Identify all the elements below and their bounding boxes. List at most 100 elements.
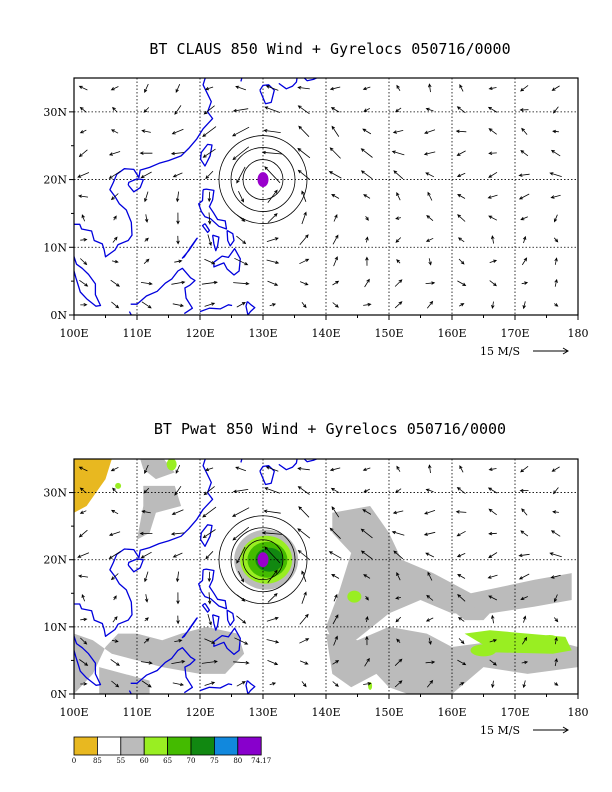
wind-vector xyxy=(457,593,466,602)
gyre-center-marker xyxy=(257,552,269,568)
wind-vector xyxy=(488,128,497,135)
wind-vector xyxy=(554,278,558,287)
colorbar-swatch xyxy=(143,736,168,756)
wind-vector xyxy=(550,194,561,199)
lon-tick-label: 180 xyxy=(568,706,589,719)
moist-core xyxy=(347,590,362,603)
wind-vector xyxy=(553,617,559,623)
wind-vector xyxy=(331,194,340,199)
wind-vector xyxy=(427,191,433,201)
moist-region xyxy=(326,506,572,654)
wind-vector xyxy=(550,574,561,579)
sulawesi-coast xyxy=(199,683,233,692)
wind-vector xyxy=(552,487,559,495)
wind-vector xyxy=(360,528,373,539)
wind-vector xyxy=(264,106,281,113)
wind-vector xyxy=(297,486,310,495)
wind-vector xyxy=(236,681,246,687)
wind-vector xyxy=(392,510,404,515)
map2-title: BT Pwat 850 Wind + Gyrelocs 050716/0000 xyxy=(154,420,506,438)
wind-vector xyxy=(488,171,498,178)
wind-vector xyxy=(267,280,279,286)
wind-vector xyxy=(393,170,404,180)
colorbar-label: 74.17 xyxy=(251,757,271,765)
wind-vector xyxy=(143,638,150,644)
wind-vector xyxy=(520,216,528,221)
gyre-ring xyxy=(230,147,296,212)
wind-vector xyxy=(395,216,401,220)
wind-vector xyxy=(141,301,152,309)
wind-vector xyxy=(175,191,180,203)
wind-vector xyxy=(81,593,85,602)
wind-vector xyxy=(175,84,181,93)
lon-tick-label: 130E xyxy=(248,327,277,340)
wind-vector xyxy=(333,593,338,602)
lon-tick-label: 160E xyxy=(437,706,466,719)
sulawesi-coast xyxy=(199,304,233,313)
wind-vector xyxy=(207,613,212,626)
wind-vector xyxy=(396,259,401,264)
wind-vector xyxy=(108,151,121,156)
wind-vector xyxy=(172,682,184,687)
wind-vector xyxy=(487,574,498,579)
wind-vector xyxy=(458,682,465,686)
wind-vector xyxy=(266,259,280,264)
wind-vector xyxy=(456,150,466,156)
wind-vector xyxy=(549,172,562,177)
wind-vector xyxy=(267,569,278,583)
wind-vector xyxy=(360,170,373,180)
wind-vector xyxy=(266,616,279,622)
wind-vector xyxy=(204,638,216,644)
wind-vector xyxy=(425,552,435,558)
samar-coast xyxy=(226,609,235,627)
wind-vector xyxy=(207,571,212,583)
wind-vector xyxy=(299,258,310,265)
wind-vector xyxy=(391,150,405,156)
lon-tick-label: 150E xyxy=(374,706,403,719)
lat-tick-label: 10N xyxy=(43,621,67,634)
lat-tick-label: 20N xyxy=(43,174,67,187)
wind-vector xyxy=(332,681,339,687)
wind-vector xyxy=(457,659,467,666)
wind-vector xyxy=(489,659,497,666)
wind-vector xyxy=(392,130,404,134)
wind-vector xyxy=(171,660,186,664)
wind-vector xyxy=(143,107,150,113)
wind-vector xyxy=(201,280,218,285)
wind-vector xyxy=(111,259,119,264)
wind-vector xyxy=(457,237,465,243)
lon-tick-label: 110E xyxy=(122,706,151,719)
wind-vector xyxy=(144,237,149,242)
lat-tick-label: 10N xyxy=(43,241,67,254)
wind-vector xyxy=(204,302,216,307)
moist-core xyxy=(115,482,122,489)
wind-vector xyxy=(234,257,249,266)
wind-vector xyxy=(78,466,88,472)
wind-vector xyxy=(521,127,528,135)
wind-vector xyxy=(518,173,530,177)
wind-vector xyxy=(112,106,118,113)
wind-vector xyxy=(201,660,218,664)
colorbar-swatch xyxy=(237,736,262,756)
wind-vector xyxy=(204,258,216,265)
wind-vector xyxy=(521,257,528,266)
wind-vector xyxy=(362,509,372,515)
mindanao-coast xyxy=(213,627,241,656)
wind-vector xyxy=(363,194,371,199)
lat-tick-label: 0N xyxy=(50,309,67,322)
wind-vector xyxy=(113,595,117,601)
wind-vector xyxy=(488,86,497,90)
reference-vector-arrow xyxy=(533,347,569,355)
wind-vector xyxy=(554,636,558,645)
wind-vector xyxy=(365,635,369,646)
wind-vector xyxy=(236,235,247,245)
wind-vector xyxy=(299,281,309,286)
wind-vector xyxy=(231,126,250,137)
wind-vector xyxy=(553,682,559,686)
wind-vector xyxy=(521,636,528,645)
wind-vector xyxy=(233,281,250,286)
wind-vector xyxy=(332,234,339,245)
wind-vector xyxy=(108,551,121,560)
wind-vector xyxy=(297,147,311,159)
